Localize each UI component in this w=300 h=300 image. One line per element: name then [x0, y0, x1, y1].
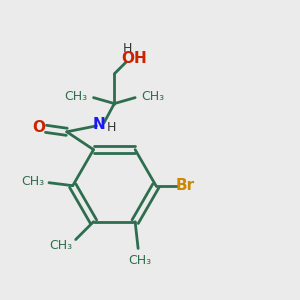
- Text: O: O: [32, 120, 45, 135]
- Text: CH₃: CH₃: [141, 90, 164, 103]
- Text: H: H: [107, 121, 116, 134]
- Text: CH₃: CH₃: [64, 90, 88, 103]
- Text: OH: OH: [121, 52, 146, 67]
- Text: CH₃: CH₃: [128, 254, 151, 267]
- Text: CH₃: CH₃: [21, 175, 44, 188]
- Text: Br: Br: [176, 178, 195, 193]
- Text: H: H: [123, 42, 132, 55]
- Text: CH₃: CH₃: [50, 239, 73, 252]
- Text: N: N: [93, 117, 106, 132]
